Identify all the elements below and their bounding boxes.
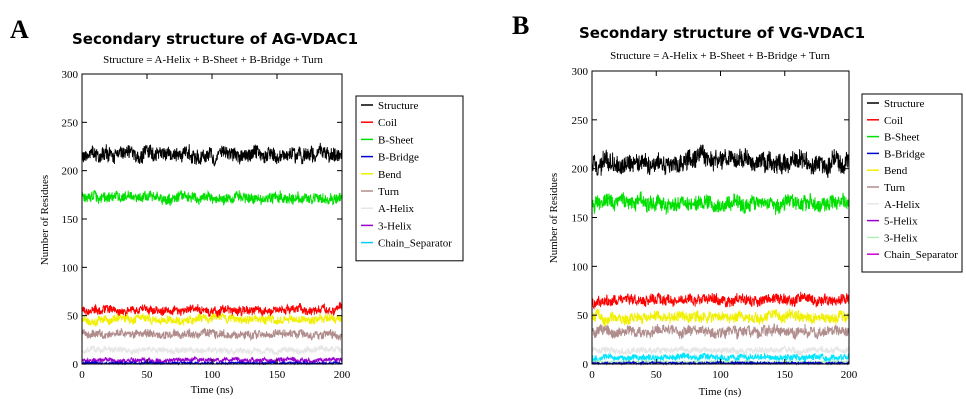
x-tick-label: 150 xyxy=(777,369,794,381)
legend-entry: Turn xyxy=(378,186,399,198)
series-line-coil xyxy=(81,301,343,318)
legend-entry: Structure xyxy=(884,98,924,110)
series-line-coil xyxy=(591,291,850,311)
y-tick-label: 100 xyxy=(572,261,589,273)
legend-entry: 3-Helix xyxy=(884,232,918,244)
legend-entry: A-Helix xyxy=(378,203,415,215)
panel-b-ylabel: Number of Residues xyxy=(548,173,560,263)
x-tick-label: 150 xyxy=(269,369,286,381)
panel-b-plot: 0 50 100 150 200 250 300 0 50 100 150 200 Structure C… xyxy=(572,66,963,381)
y-tick-label: 200 xyxy=(62,166,79,178)
legend-entry: B-Bridge xyxy=(378,152,419,164)
legend-entry: 5-Helix xyxy=(884,216,918,228)
y-tick-label: 0 xyxy=(73,359,79,371)
legend-entry: Structure xyxy=(378,100,418,112)
series-line-bend xyxy=(591,308,850,327)
legend-box xyxy=(355,95,464,262)
panel-b-title: Secondary structure of VG-VDAC1 xyxy=(579,24,865,42)
series-line-bend xyxy=(81,312,343,327)
panel-a-title: Secondary structure of AG-VDAC1 xyxy=(72,30,358,48)
series-line-b-sheet xyxy=(591,191,850,216)
panel-a-ylabel: Number of Residues xyxy=(39,175,51,265)
panel-a: A Secondary structure of AG-VDAC1 Struct… xyxy=(10,15,464,396)
legend: Structure Coil B-Sheet B-Bridge Bend Turn A-He… xyxy=(355,95,464,262)
x-tick-label: 50 xyxy=(142,369,154,381)
panel-a-letter: A xyxy=(10,15,29,44)
y-tick-label: 50 xyxy=(67,311,79,323)
y-tick-label: 300 xyxy=(572,66,589,78)
panel-a-subtitle: Structure = A-Helix + B-Sheet + B-Bridge… xyxy=(103,54,323,66)
panel-a-xlabel: Time (ns) xyxy=(191,384,234,396)
y-tick-label: 0 xyxy=(583,359,589,371)
legend-entry: Turn xyxy=(884,182,905,194)
series-line-structure xyxy=(81,142,343,167)
legend-entry: B-Sheet xyxy=(884,132,919,144)
series-line-turn xyxy=(81,327,343,342)
panel-a-plot: 0 50 100 150 200 250 300 0 50 100 150 200 Structure C… xyxy=(62,69,464,381)
legend-entry: Bend xyxy=(378,169,402,181)
panel-b: B Secondary structure of VG-VDAC1 Struct… xyxy=(512,11,963,398)
series-line-a-helix xyxy=(591,345,850,358)
legend: Structure Coil B-Sheet B-Bridge Bend Turn A-He… xyxy=(861,93,963,273)
x-tick-label: 50 xyxy=(651,369,663,381)
legend-entry: B-Bridge xyxy=(884,148,925,160)
legend-entry: 3-Helix xyxy=(378,220,412,232)
y-tick-label: 250 xyxy=(62,117,79,129)
x-tick-label: 100 xyxy=(712,369,729,381)
legend-entry: Bend xyxy=(884,165,908,177)
x-tick-label: 200 xyxy=(841,369,858,381)
y-tick-label: 300 xyxy=(62,69,79,81)
y-tick-label: 100 xyxy=(62,262,79,274)
legend-box xyxy=(861,93,963,273)
panel-b-letter: B xyxy=(512,11,529,40)
x-tick-label: 200 xyxy=(334,369,351,381)
series-line-turn xyxy=(591,323,850,341)
panel-b-xlabel: Time (ns) xyxy=(699,386,742,398)
series-line-b-sheet xyxy=(81,189,343,207)
panel-b-subtitle: Structure = A-Helix + B-Sheet + B-Bridge… xyxy=(610,50,830,62)
y-tick-label: 200 xyxy=(572,164,589,176)
x-tick-label: 100 xyxy=(204,369,221,381)
x-tick-label: 0 xyxy=(589,369,595,381)
legend-entry: Chain_Separator xyxy=(884,249,958,261)
series-line-a-helix xyxy=(81,344,343,357)
x-tick-label: 0 xyxy=(79,369,85,381)
legend-entry: Coil xyxy=(378,117,397,129)
y-tick-label: 250 xyxy=(572,115,589,127)
legend-entry: B-Sheet xyxy=(378,134,413,146)
y-tick-label: 150 xyxy=(572,213,589,225)
y-tick-label: 150 xyxy=(62,214,79,226)
series-line-structure xyxy=(591,144,850,179)
legend-entry: Chain_Separator xyxy=(378,238,452,250)
legend-entry: A-Helix xyxy=(884,199,921,211)
legend-entry: Coil xyxy=(884,115,903,127)
y-tick-label: 50 xyxy=(577,310,589,322)
series-line-unnamed xyxy=(591,352,850,364)
